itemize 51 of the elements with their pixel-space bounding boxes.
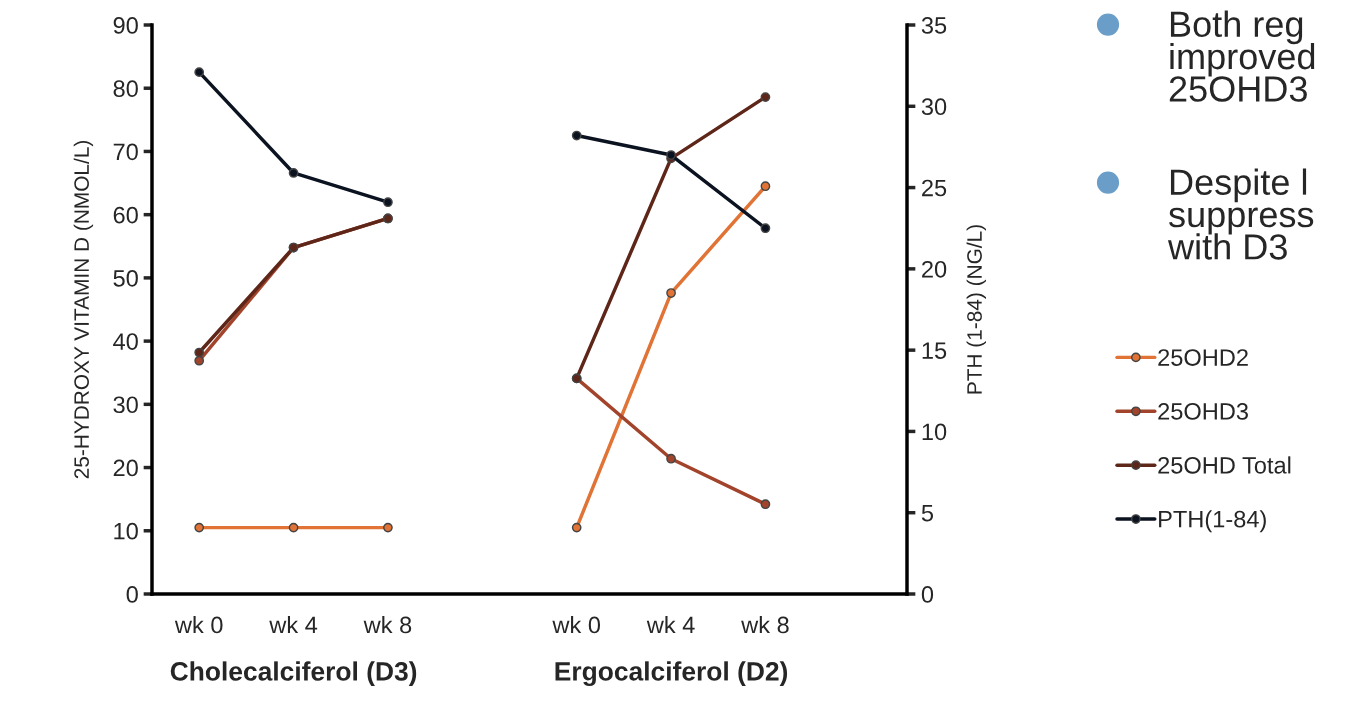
point: [666, 150, 676, 160]
point: [194, 355, 205, 366]
point: [194, 347, 205, 358]
point: [288, 168, 299, 178]
x-tick-label: wk 4: [269, 616, 318, 634]
point: [666, 453, 676, 464]
point: [194, 67, 205, 78]
legend-label: 25OHD Total: [1158, 456, 1291, 474]
y-tick-label: 0: [126, 586, 138, 603]
legend-label: 25OHD3: [1158, 403, 1248, 420]
point: [760, 223, 771, 234]
y-axis-title: 25-HYDROXY VITAMIN D (NMOL/L): [73, 141, 94, 479]
point: [383, 197, 393, 208]
text: Both reg improved 25OHD3: [1169, 10, 1315, 102]
x-tick-label: wk 8: [363, 616, 412, 634]
legend-label: PTH(1-84): [1159, 510, 1266, 533]
legend-label: 25OHD2: [1158, 349, 1248, 366]
y-tick-label: 40: [113, 333, 138, 350]
y2-tick-label: 10: [922, 423, 947, 441]
point: [383, 522, 393, 533]
point: [194, 522, 205, 533]
y2-tick-label: 35: [921, 17, 947, 34]
y-tick-label: 50: [113, 269, 138, 287]
y2-axis-title: PTH (1-84) (NG/L): [966, 225, 986, 394]
y-tick-label: 60: [113, 206, 138, 224]
y2-tick-label: 25: [922, 179, 947, 197]
y-tick-label: 80: [113, 80, 138, 98]
text: Despite l suppress with D3: [1167, 168, 1314, 260]
y2-tick-label: 0: [921, 586, 934, 603]
point: [571, 522, 582, 533]
point: [666, 288, 676, 298]
point: [760, 499, 771, 510]
y-tick-label: 20: [113, 459, 138, 477]
x-tick-label: wk 4: [646, 616, 695, 634]
y2-tick-label: 30: [921, 98, 947, 116]
text: Cholecalciferol (D3): [170, 661, 417, 686]
y2-tick-label: 15: [922, 342, 947, 359]
y-tick-label: 30: [113, 396, 138, 414]
point: [760, 92, 771, 102]
y-tick-label: 90: [113, 17, 138, 34]
x-tick-label: wk 0: [174, 616, 223, 634]
x-tick-label: wk 0: [552, 616, 601, 634]
y2-tick-label: 20: [922, 260, 947, 278]
y-tick-label: 10: [114, 522, 138, 540]
x-tick-label: wk 8: [741, 616, 789, 634]
y-tick-label: 70: [113, 143, 138, 161]
y2-tick-label: 5: [921, 505, 934, 522]
text: Ergocalciferol (D2): [555, 661, 788, 687]
point: [288, 522, 299, 533]
point: [760, 181, 771, 192]
point: [571, 130, 582, 141]
